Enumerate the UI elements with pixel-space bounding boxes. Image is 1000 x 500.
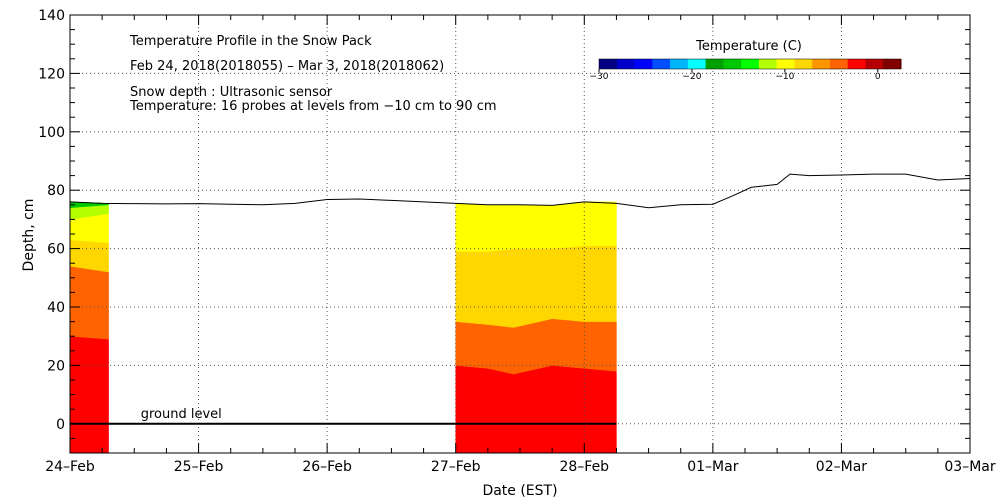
chart-subtitle: Feb 24, 2018(2018055) – Mar 3, 2018(2018… <box>130 59 444 74</box>
colorbar-cell <box>794 59 813 69</box>
snow-depth-line <box>69 173 971 209</box>
snow-depth-series <box>69 173 971 209</box>
colorbar-cell <box>687 59 707 69</box>
colorbar-tick-label: −20 <box>682 72 701 82</box>
y-tick-label: 100 <box>38 125 65 141</box>
colorbar-ticks: −30 −20 −10 0 <box>590 69 881 82</box>
temperature-band-1-1 <box>455 318 617 375</box>
x-tick-label: 25–Feb <box>174 459 224 475</box>
temperature-band-1-2 <box>455 245 617 328</box>
x-tick-label: 24–Feb <box>45 459 95 475</box>
colorbar-cell <box>741 59 760 69</box>
temperature-band-0-2 <box>69 239 109 273</box>
y-tick-label: 0 <box>56 417 65 433</box>
y-tick-label: 120 <box>38 66 65 82</box>
temperature-band-0-0 <box>69 335 109 454</box>
temperature-bands <box>69 201 617 454</box>
colorbar-cell <box>705 59 724 69</box>
colorbar-tick-label: −10 <box>775 72 794 82</box>
x-axis-title: Date (EST) <box>482 483 557 499</box>
temperature-colorbar: Temperature (C) −30 −20 −10 0 <box>590 39 902 82</box>
colorbar-cell <box>829 59 849 69</box>
colorbar-cell <box>812 59 831 69</box>
ground-level-marker: ground level <box>70 407 617 425</box>
axis-ticks <box>69 14 971 454</box>
y-tick-label: 80 <box>47 183 65 199</box>
colorbar-cell <box>865 59 884 69</box>
colorbar-tick-label: −30 <box>590 72 609 82</box>
y-tick-label: 40 <box>47 300 65 316</box>
tick-labels: 24–Feb 25–Feb 26–Feb 27–Feb 28–Feb 01–Mar 02–M… <box>38 8 996 475</box>
colorbar-cell <box>616 59 636 69</box>
x-tick-label: 01–Mar <box>687 459 738 475</box>
colorbar-title: Temperature (C) <box>695 39 802 54</box>
x-tick-label: 02–Mar <box>816 459 867 475</box>
y-tick-label: 140 <box>38 8 65 24</box>
probe-note: Temperature: 16 probes at levels from −1… <box>129 99 497 114</box>
colorbar-cell <box>883 59 902 69</box>
sensor-note: Snow depth : Ultrasonic sensor <box>130 85 333 100</box>
temperature-band-0-1 <box>69 265 109 340</box>
chart-title: Temperature Profile in the Snow Pack <box>129 34 372 49</box>
colorbar-cell <box>758 59 778 69</box>
temperature-band-1-3 <box>455 201 617 252</box>
y-tick-label: 20 <box>47 358 65 374</box>
colorbar-cell <box>723 59 742 69</box>
colorbar-cells <box>598 58 902 70</box>
x-tick-label: 27–Feb <box>431 459 481 475</box>
x-tick-label: 28–Feb <box>559 459 609 475</box>
ground-level-label: ground level <box>141 407 222 422</box>
colorbar-cell <box>847 59 866 69</box>
colorbar-tick-label: 0 <box>875 72 881 82</box>
x-tick-label: 03–Mar <box>944 459 995 475</box>
colorbar-cell <box>634 59 653 69</box>
colorbar-cell <box>652 59 671 69</box>
colorbar-cell <box>776 59 795 69</box>
colorbar-outline <box>598 58 902 70</box>
colorbar-cell <box>599 59 618 69</box>
temperature-band-1-0 <box>455 365 617 454</box>
colorbar-cell <box>670 59 689 69</box>
y-axis-title: Depth, cm <box>21 199 37 272</box>
y-tick-label: 60 <box>47 242 65 258</box>
x-tick-label: 26–Feb <box>302 459 352 475</box>
